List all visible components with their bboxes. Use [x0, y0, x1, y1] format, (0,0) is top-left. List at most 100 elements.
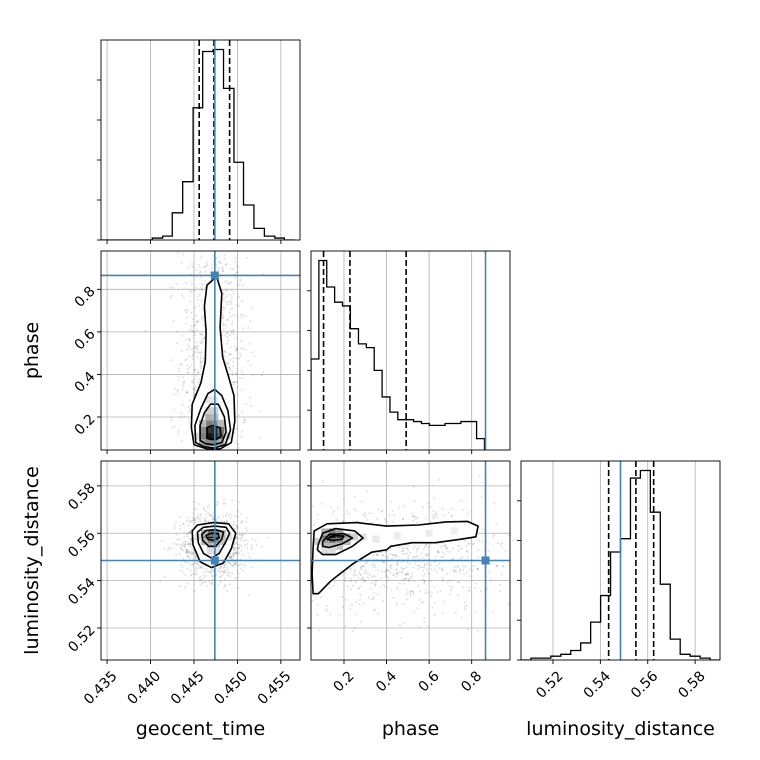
- scatter-point: [193, 501, 196, 504]
- scatter-point: [358, 599, 361, 601]
- scatter-point: [182, 376, 185, 379]
- scatter-point: [384, 570, 387, 573]
- scatter-point: [237, 537, 240, 540]
- scatter-point: [272, 541, 274, 543]
- scatter-point: [193, 346, 196, 349]
- scatter-point: [463, 572, 466, 575]
- scatter-point: [226, 520, 228, 523]
- scatter-point: [181, 383, 184, 386]
- scatter-point: [376, 612, 379, 615]
- scatter-point: [200, 356, 202, 359]
- truth-marker: [481, 556, 490, 565]
- scatter-point: [502, 565, 504, 568]
- scatter-point: [245, 529, 248, 532]
- scatter-point: [387, 522, 390, 525]
- scatter-point: [394, 575, 397, 578]
- scatter-point: [290, 543, 292, 545]
- scatter-point: [220, 463, 222, 465]
- scatter-point: [169, 296, 172, 299]
- scatter-point: [187, 554, 190, 557]
- scatter-point: [361, 564, 364, 567]
- scatter-point: [192, 519, 195, 522]
- scatter-point: [434, 602, 437, 605]
- scatter-point: [242, 313, 245, 316]
- scatter-point: [348, 567, 351, 570]
- scatter-point: [228, 366, 231, 369]
- density-cell: [336, 533, 344, 541]
- scatter-point: [177, 487, 179, 489]
- scatter-point: [414, 515, 417, 518]
- scatter-point: [193, 508, 196, 511]
- scatter-point: [402, 518, 405, 521]
- scatter-point: [425, 555, 428, 558]
- panel-frame: [100, 460, 301, 661]
- scatter-point: [176, 538, 179, 541]
- scatter-point: [204, 519, 207, 522]
- scatter-point: [236, 455, 238, 457]
- scatter-point: [173, 393, 176, 396]
- scatter-point: [222, 515, 225, 518]
- scatter-point: [476, 567, 479, 570]
- scatter-point: [195, 556, 197, 559]
- scatter-point: [441, 579, 444, 582]
- scatter-point: [544, 566, 546, 568]
- scatter-point: [445, 547, 448, 550]
- scatter-point: [235, 536, 238, 539]
- contour-line: [321, 532, 354, 549]
- scatter-point: [410, 575, 412, 578]
- density-cell: [313, 538, 321, 546]
- scatter-point: [408, 577, 411, 580]
- scatter-point: [241, 536, 244, 539]
- scatter-point: [412, 590, 415, 593]
- scatter-point: [212, 512, 215, 515]
- density-cell: [336, 538, 344, 546]
- panel-frame: [520, 460, 721, 661]
- scatter-point: [292, 567, 294, 569]
- scatter-point: [181, 388, 184, 391]
- scatter-point: [403, 582, 405, 585]
- scatter-point: [427, 591, 430, 594]
- scatter-point: [228, 555, 231, 558]
- scatter-point: [231, 371, 234, 374]
- scatter-point: [371, 598, 373, 601]
- scatter-point: [209, 513, 212, 516]
- scatter-point: [236, 271, 239, 274]
- scatter-point: [201, 582, 203, 585]
- scatter-point: [210, 263, 213, 266]
- scatter-point: [202, 581, 205, 584]
- scatter-point: [199, 520, 202, 523]
- scatter-point: [226, 332, 229, 335]
- scatter-point: [450, 515, 453, 518]
- scatter-point: [248, 556, 251, 559]
- scatter-point: [507, 603, 510, 606]
- x-tick-label: 0.435: [81, 668, 121, 708]
- scatter-point: [395, 572, 398, 575]
- scatter-point: [426, 546, 429, 549]
- scatter-point: [343, 571, 346, 574]
- scatter-point: [369, 587, 372, 590]
- scatter-point: [304, 596, 306, 598]
- contour-line: [191, 521, 237, 569]
- scatter-point: [419, 566, 422, 569]
- scatter-point: [429, 520, 432, 523]
- scatter-point: [367, 596, 370, 599]
- scatter-point: [353, 495, 356, 498]
- scatter-point: [223, 563, 226, 566]
- scatter-point: [226, 303, 229, 306]
- scatter-point: [203, 324, 206, 327]
- scatter-point: [189, 569, 192, 572]
- scatter-point: [176, 342, 179, 344]
- scatter-point: [180, 564, 183, 567]
- scatter-point: [234, 562, 237, 565]
- scatter-point: [412, 485, 415, 488]
- scatter-point: [212, 249, 214, 251]
- scatter-point: [169, 286, 172, 289]
- scatter-point: [321, 480, 324, 483]
- scatter-point: [197, 381, 200, 384]
- scatter-point: [177, 432, 180, 435]
- scatter-point: [193, 392, 196, 395]
- scatter-point: [417, 568, 420, 571]
- scatter-point: [197, 503, 200, 506]
- scatter-point: [496, 565, 498, 568]
